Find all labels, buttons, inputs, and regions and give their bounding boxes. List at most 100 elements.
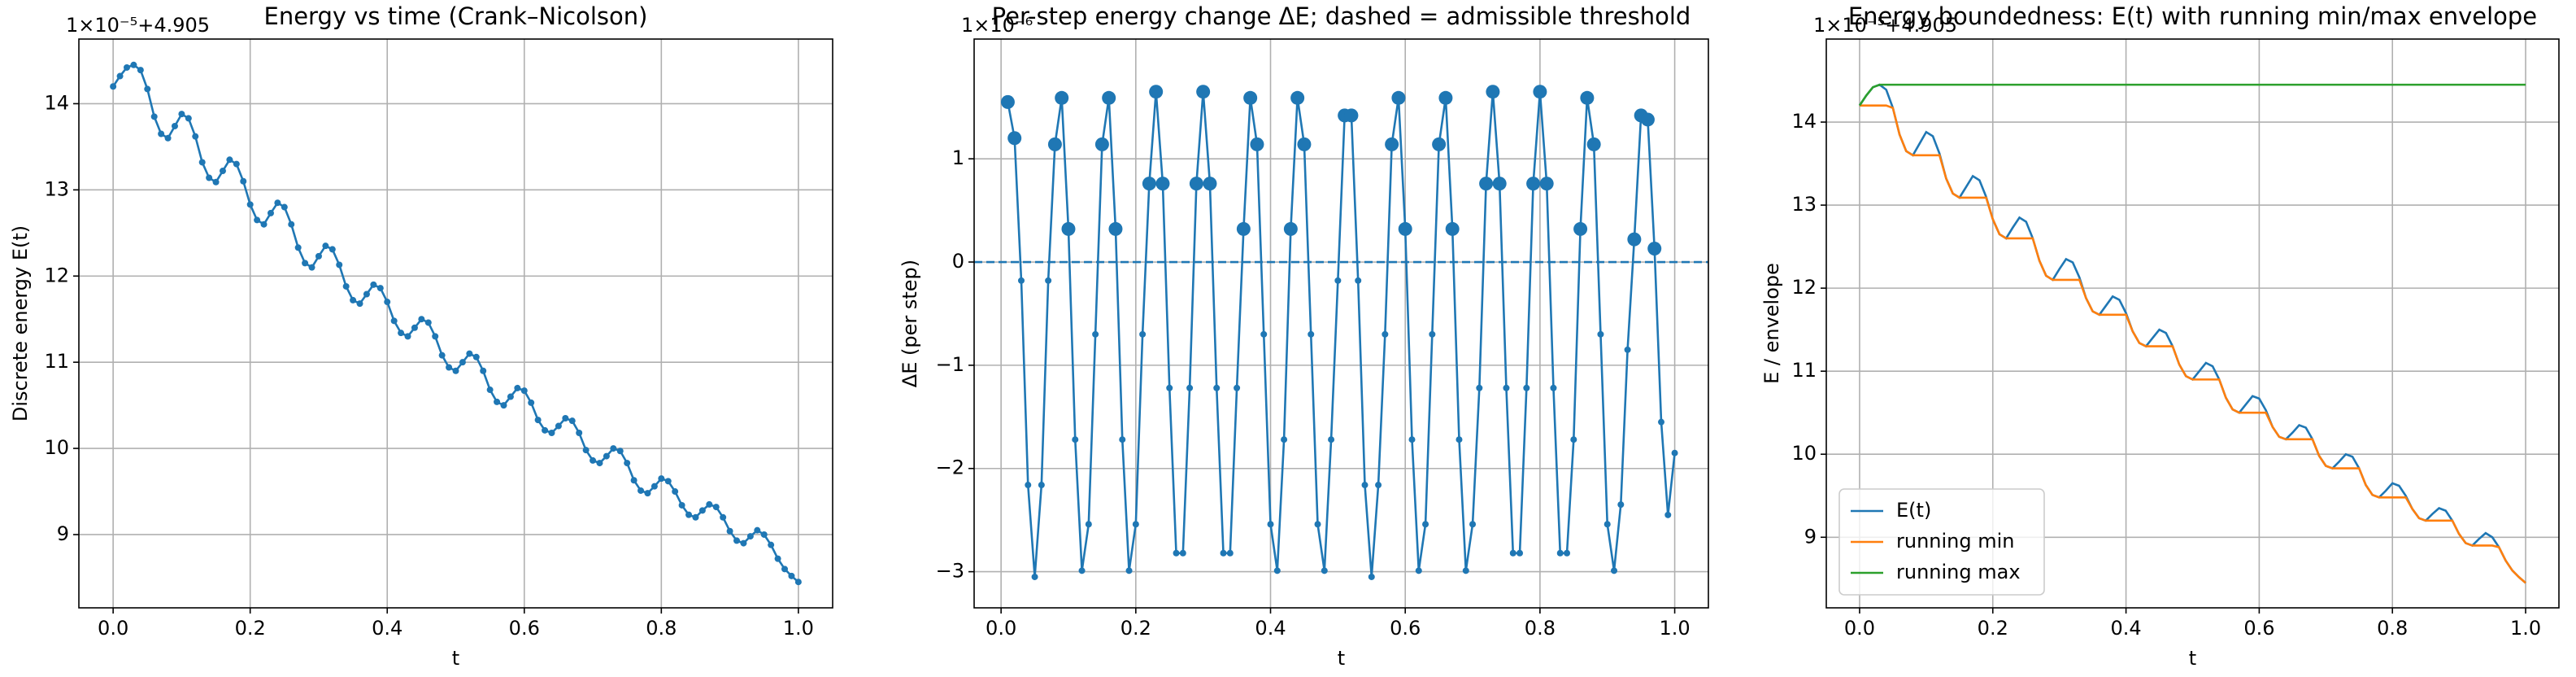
marker [486,387,494,394]
marker [226,156,233,164]
exceed-marker [1539,177,1554,191]
y-tick-label: 14 [1791,110,1817,133]
y-tick-label: −3 [936,560,964,583]
marker [418,316,425,323]
marker [398,330,405,337]
marker [1132,521,1139,528]
x-tick-label: 0.8 [646,617,677,640]
marker [466,350,473,357]
marker [1361,482,1368,489]
marker [219,168,226,175]
marker [480,367,487,374]
marker [644,490,651,497]
marker [1516,549,1524,557]
marker [651,483,658,490]
marker [1085,521,1092,528]
chart-title: Per-step energy change ΔE; dashed = admi… [992,2,1691,30]
chart-title: Energy boundedness: E(t) with running mi… [1848,2,2537,30]
marker [1368,573,1375,580]
marker [411,324,418,331]
marker [1415,567,1422,574]
exceed-marker [1479,177,1494,191]
exceed-marker [1385,137,1399,151]
marker [616,448,624,455]
marker [754,526,761,534]
marker [158,130,165,138]
x-tick-label: 0.4 [1255,617,1286,640]
exceed-marker [1533,85,1547,99]
y-tick-label: 12 [1791,276,1817,299]
y-tick-label: 9 [57,522,69,545]
marker [267,209,274,216]
marker [424,319,432,326]
marker [1570,436,1577,443]
marker [1462,567,1469,574]
marker [603,452,610,460]
marker [1382,330,1389,338]
marker [206,174,213,181]
marker [1273,567,1281,574]
exceed-marker [1398,221,1412,236]
marker [568,417,576,425]
marker [555,422,562,430]
marker [1314,521,1321,528]
marker [1045,277,1052,284]
exceed-marker [1647,242,1662,256]
marker [356,300,363,308]
exceed-marker [1055,90,1069,105]
marker [1556,549,1564,557]
marker [322,242,329,250]
marker [329,246,336,253]
marker [692,513,699,521]
y-axis-label: ΔE (per step) [899,260,921,387]
marker [1664,511,1672,518]
marker [110,83,117,90]
marker [672,488,679,496]
marker [746,533,754,540]
marker [336,261,343,269]
marker [150,113,158,120]
marker [1025,482,1032,489]
x-tick-label: 0.0 [1844,617,1875,640]
marker [698,507,706,514]
x-tick-label: 1.0 [2510,617,2541,640]
marker [1550,384,1557,391]
exceed-marker [1297,137,1312,151]
marker [760,531,768,538]
marker [1597,330,1604,338]
subplot: 0.0 0.2 0.4 0.6 0.8 1.0 9 10 11 12 13 14 Energy vs t… [9,2,833,670]
marker [350,296,357,304]
marker [192,133,199,140]
exceed-marker [1445,221,1460,236]
marker [1078,567,1086,574]
marker [233,160,240,168]
plot-area [79,39,833,608]
data-line [1859,104,2526,584]
exceed-marker [1142,177,1156,191]
marker [116,72,124,80]
marker [520,387,528,395]
marker [720,513,727,521]
x-tick-label: 0.6 [2243,617,2274,640]
y-tick-label: 10 [1791,442,1817,465]
axes-frame [78,38,833,609]
exceed-marker [1007,131,1022,146]
marker [1321,567,1328,574]
x-tick-label: 0.2 [235,617,266,640]
y-tick-label: 10 [44,436,69,459]
exceed-marker [1094,137,1109,151]
marker [1422,521,1429,528]
marker [514,384,521,391]
y-tick-label: 1 [952,146,964,169]
exceed-marker [1047,137,1062,151]
marker [1281,436,1288,443]
marker [582,447,590,454]
x-tick-label: 0.6 [1390,617,1421,640]
marker [596,460,603,467]
marker [171,122,178,129]
x-tick-label: 1.0 [783,617,814,640]
legend-box [1838,488,2045,596]
marker [123,63,130,71]
legend-label: running max [1896,561,2021,583]
